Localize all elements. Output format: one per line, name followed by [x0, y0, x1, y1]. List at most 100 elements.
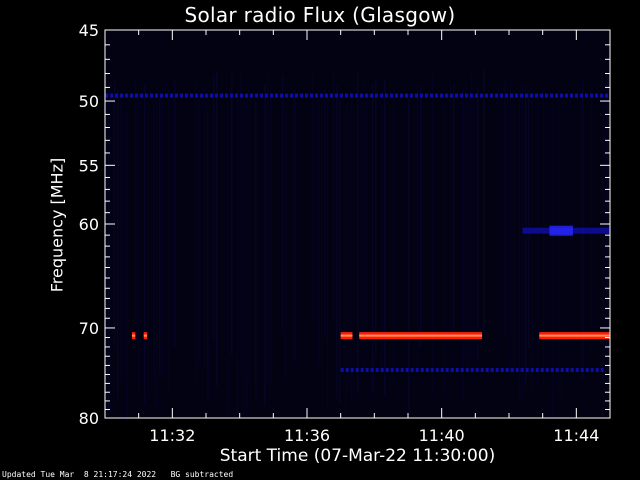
- striation: [285, 106, 287, 381]
- x-tick-label: 11:32: [149, 426, 195, 445]
- weak-line-segment: [290, 93, 293, 98]
- weak-line-segment: [450, 93, 453, 98]
- weak-line-segment: [570, 93, 573, 98]
- weak-line-segment: [490, 367, 494, 372]
- weak-line-segment: [510, 93, 513, 98]
- striation: [417, 83, 419, 367]
- weak-line-segment: [340, 93, 343, 98]
- y-tick-label: 70: [79, 319, 99, 338]
- hot-line-core: [539, 334, 610, 337]
- weak-line-segment: [205, 93, 208, 98]
- weak-line-segment: [460, 367, 464, 372]
- weak-line-segment: [540, 93, 543, 98]
- striation: [528, 90, 530, 348]
- striation: [465, 79, 467, 366]
- weak-line-segment: [310, 93, 313, 98]
- striation: [195, 82, 197, 383]
- plot-background: [105, 30, 611, 422]
- weak-line-segment: [420, 367, 424, 372]
- weak-line-segment: [215, 93, 218, 98]
- weak-line-segment: [495, 93, 498, 98]
- weak-line-segment: [595, 367, 599, 372]
- y-axis: 45 50 55 60 70 80: [79, 21, 610, 428]
- weak-line-segment: [425, 93, 428, 98]
- x-tick-label: 11:40: [419, 426, 465, 445]
- weak-line-segment: [490, 93, 493, 98]
- striation: [159, 97, 161, 374]
- weak-line-segment: [605, 93, 608, 98]
- striation: [339, 99, 341, 404]
- striation: [606, 73, 608, 361]
- weak-line-segment: [145, 93, 148, 98]
- striation: [156, 88, 158, 409]
- weak-line-segment: [415, 93, 418, 98]
- striation: [468, 93, 470, 369]
- weak-line-segment: [530, 93, 533, 98]
- weak-line-segment: [540, 367, 544, 372]
- y-tick-label: 50: [79, 92, 99, 111]
- weak-line-segment: [500, 93, 503, 98]
- striation: [366, 99, 368, 360]
- weak-line-segment: [530, 367, 534, 372]
- weak-line-segment: [260, 93, 263, 98]
- weak-line-segment: [430, 367, 434, 372]
- weak-line-segment: [210, 93, 213, 98]
- weak-line-segment: [600, 93, 603, 98]
- weak-line-segment: [505, 367, 509, 372]
- weak-line-segment: [455, 93, 458, 98]
- weak-line-segment: [440, 93, 443, 98]
- weak-line-segment: [405, 367, 409, 372]
- weak-line-segment: [415, 367, 419, 372]
- weak-line-segment: [515, 93, 518, 98]
- striation: [360, 92, 362, 349]
- striation: [519, 84, 521, 406]
- weak-line-segment: [580, 367, 584, 372]
- weak-line-segment: [295, 93, 298, 98]
- weak-line-segment: [115, 93, 118, 98]
- weak-line-segment: [120, 93, 123, 98]
- striation: [561, 98, 563, 402]
- weak-line-segment: [485, 367, 489, 372]
- striation: [477, 87, 479, 362]
- y-tick-label: 80: [79, 409, 99, 428]
- weak-line-segment: [275, 93, 278, 98]
- y-axis-label: Frequency [MHz]: [47, 157, 67, 293]
- striation: [294, 89, 296, 362]
- striation: [393, 84, 395, 387]
- weak-line-segment: [110, 93, 113, 98]
- striation: [246, 94, 248, 417]
- footer-updated: Updated Tue Mar 8 21:17:24 2022: [2, 470, 157, 479]
- striation: [243, 101, 245, 419]
- weak-line-segment: [150, 93, 153, 98]
- weak-line-segment: [355, 367, 359, 372]
- weak-line-segment: [280, 93, 283, 98]
- striation: [144, 84, 146, 406]
- weak-line-segment: [435, 367, 439, 372]
- weak-line-segment: [585, 367, 589, 372]
- weak-line-segment: [385, 367, 389, 372]
- weak-line-segment: [550, 367, 554, 372]
- striation: [474, 94, 476, 415]
- striation: [318, 100, 320, 366]
- weak-line-segment: [190, 93, 193, 98]
- striation: [168, 87, 170, 395]
- weak-line-segment: [160, 93, 163, 98]
- weak-line-segment: [600, 367, 604, 372]
- striation: [450, 79, 452, 389]
- striation: [603, 95, 605, 416]
- striation: [420, 85, 422, 348]
- weak-line-segment: [330, 93, 333, 98]
- weak-line-segment: [245, 93, 248, 98]
- weak-line-segment: [585, 93, 588, 98]
- weak-line-segment: [400, 367, 404, 372]
- striation: [375, 79, 377, 357]
- striation: [282, 74, 284, 331]
- weak-line-segment: [180, 93, 183, 98]
- striation: [558, 85, 560, 392]
- weak-line-segment: [175, 93, 178, 98]
- weak-line-segment: [495, 367, 499, 372]
- weak-line-segment: [350, 367, 354, 372]
- weak-line-segment: [220, 93, 223, 98]
- striation: [213, 75, 215, 340]
- weak-line-segment: [525, 367, 529, 372]
